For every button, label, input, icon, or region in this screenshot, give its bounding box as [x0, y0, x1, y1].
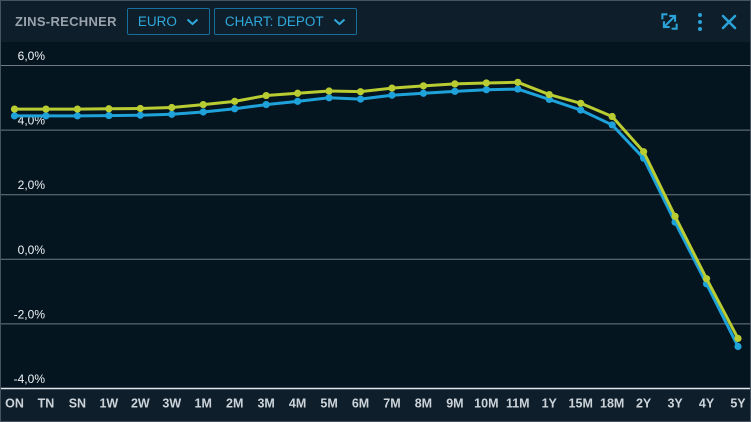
x-tick-label: 4Y [699, 397, 715, 411]
chart-type-dropdown[interactable]: CHART: DEPOT [213, 7, 357, 36]
plot-background [1, 42, 750, 389]
yield-curve-line-chart: 6,0%4,0%2,0%0,0%-2,0%-4,0%ON TN SN 1W 2W 3W 1M… [1, 42, 750, 411]
series-yellow-point [608, 112, 616, 121]
series-blue-line [13, 87, 740, 349]
chevron-down-icon [333, 18, 346, 26]
series-blue-point [168, 110, 176, 118]
expand-icon [659, 11, 680, 32]
x-tick-label: 10M [474, 397, 498, 411]
series-yellow-point [294, 89, 302, 97]
series-yellow-point [325, 87, 333, 95]
chevron-down-icon [186, 18, 199, 26]
x-tick-label: 6M [352, 397, 369, 411]
series-yellow-point [671, 212, 679, 220]
series-blue-point [356, 95, 365, 103]
series-yellow-point [168, 103, 176, 112]
x-tick-label: 18M [600, 397, 624, 411]
chart-type-dropdown-label: CHART: DEPOT [224, 13, 324, 29]
x-tick-label: 5Y [730, 397, 746, 411]
close-icon [720, 13, 738, 31]
series-blue-point [105, 111, 113, 120]
series-yellow-point [482, 79, 490, 87]
series-yellow-point [10, 105, 19, 113]
y-tick-label: 6,0% [18, 49, 46, 63]
series-blue-point [325, 94, 333, 102]
series-yellow-point [231, 97, 239, 105]
x-tick-label: 1W [99, 397, 118, 411]
series-yellow-point [136, 104, 144, 113]
x-tick-label: 9M [446, 397, 463, 411]
series-blue-point [514, 85, 522, 93]
x-tick-label: ON [5, 397, 24, 411]
x-tick-label: TN [38, 397, 55, 411]
series-yellow-line [13, 80, 740, 340]
currency-dropdown[interactable]: EURO [126, 7, 210, 36]
series-yellow-point [640, 148, 648, 156]
series-blue-point [10, 112, 19, 120]
x-tick-label: 3Y [667, 397, 683, 411]
x-tick-label: 8M [415, 397, 432, 411]
series-yellow-point [199, 100, 207, 109]
x-tick-label: 5M [320, 397, 337, 411]
window-controls [657, 9, 740, 34]
series-blue-point [294, 97, 302, 105]
series-blue-point [608, 121, 616, 129]
x-tick-label: 3M [257, 397, 274, 411]
x-tick-label: 11M [506, 397, 530, 411]
series-yellow-point [577, 99, 585, 107]
widget-header: ZINS-RECHNER EURO CHART: DEPOT [1, 1, 750, 42]
x-tick-label: 7M [383, 397, 400, 411]
series-blue-point [136, 111, 144, 119]
menu-button[interactable] [695, 10, 705, 34]
series-blue-point [388, 91, 396, 99]
series-yellow-point [105, 105, 113, 113]
y-tick-label: -2,0% [14, 307, 46, 321]
currency-dropdown-label: EURO [137, 13, 177, 29]
series-blue-point [419, 89, 428, 97]
chart-area: 6,0% 4,0% 2,0% 0,0% -2,0% -4,0% ON TN SN 1W 2W 3W 1M… [1, 42, 750, 421]
x-tick-label: 4M [289, 397, 306, 411]
series-blue-point [73, 112, 82, 120]
x-tick-label: 1Y [542, 397, 558, 411]
series-blue-point [734, 342, 742, 351]
x-tick-label: 2M [226, 397, 243, 411]
x-tick-label: 15M [569, 397, 593, 411]
series-blue-point [231, 105, 239, 113]
y-tick-label: -4,0% [14, 372, 46, 386]
series-yellow-point [545, 90, 553, 99]
x-tick-label: 2Y [636, 397, 652, 411]
y-tick-label: 0,0% [18, 243, 46, 257]
series-yellow-point [42, 105, 50, 113]
x-tick-label: 3W [162, 397, 181, 411]
series-yellow-point [702, 275, 711, 283]
kebab-menu-icon [697, 12, 703, 32]
series-yellow-point [262, 91, 270, 100]
series-blue-point [262, 100, 270, 109]
series-yellow-point [734, 334, 742, 343]
series-yellow-point [514, 78, 522, 86]
series-blue-point [42, 112, 50, 120]
series-yellow-point [73, 105, 82, 113]
series-yellow-point [388, 84, 396, 92]
x-tick-label: SN [69, 397, 86, 411]
y-tick-label: 2,0% [18, 178, 46, 192]
series-blue-point [482, 86, 490, 94]
widget-title: ZINS-RECHNER [15, 14, 117, 29]
series-blue-point [451, 87, 459, 95]
x-tick-label: 2W [131, 397, 150, 411]
x-tick-label: 1M [195, 397, 212, 411]
series-blue-point [577, 106, 585, 114]
series-blue-point [199, 108, 207, 116]
expand-button[interactable] [657, 9, 682, 34]
series-yellow-point [419, 82, 428, 90]
series-yellow-point [451, 80, 459, 88]
series-yellow-point [356, 88, 365, 96]
close-button[interactable] [718, 11, 740, 33]
